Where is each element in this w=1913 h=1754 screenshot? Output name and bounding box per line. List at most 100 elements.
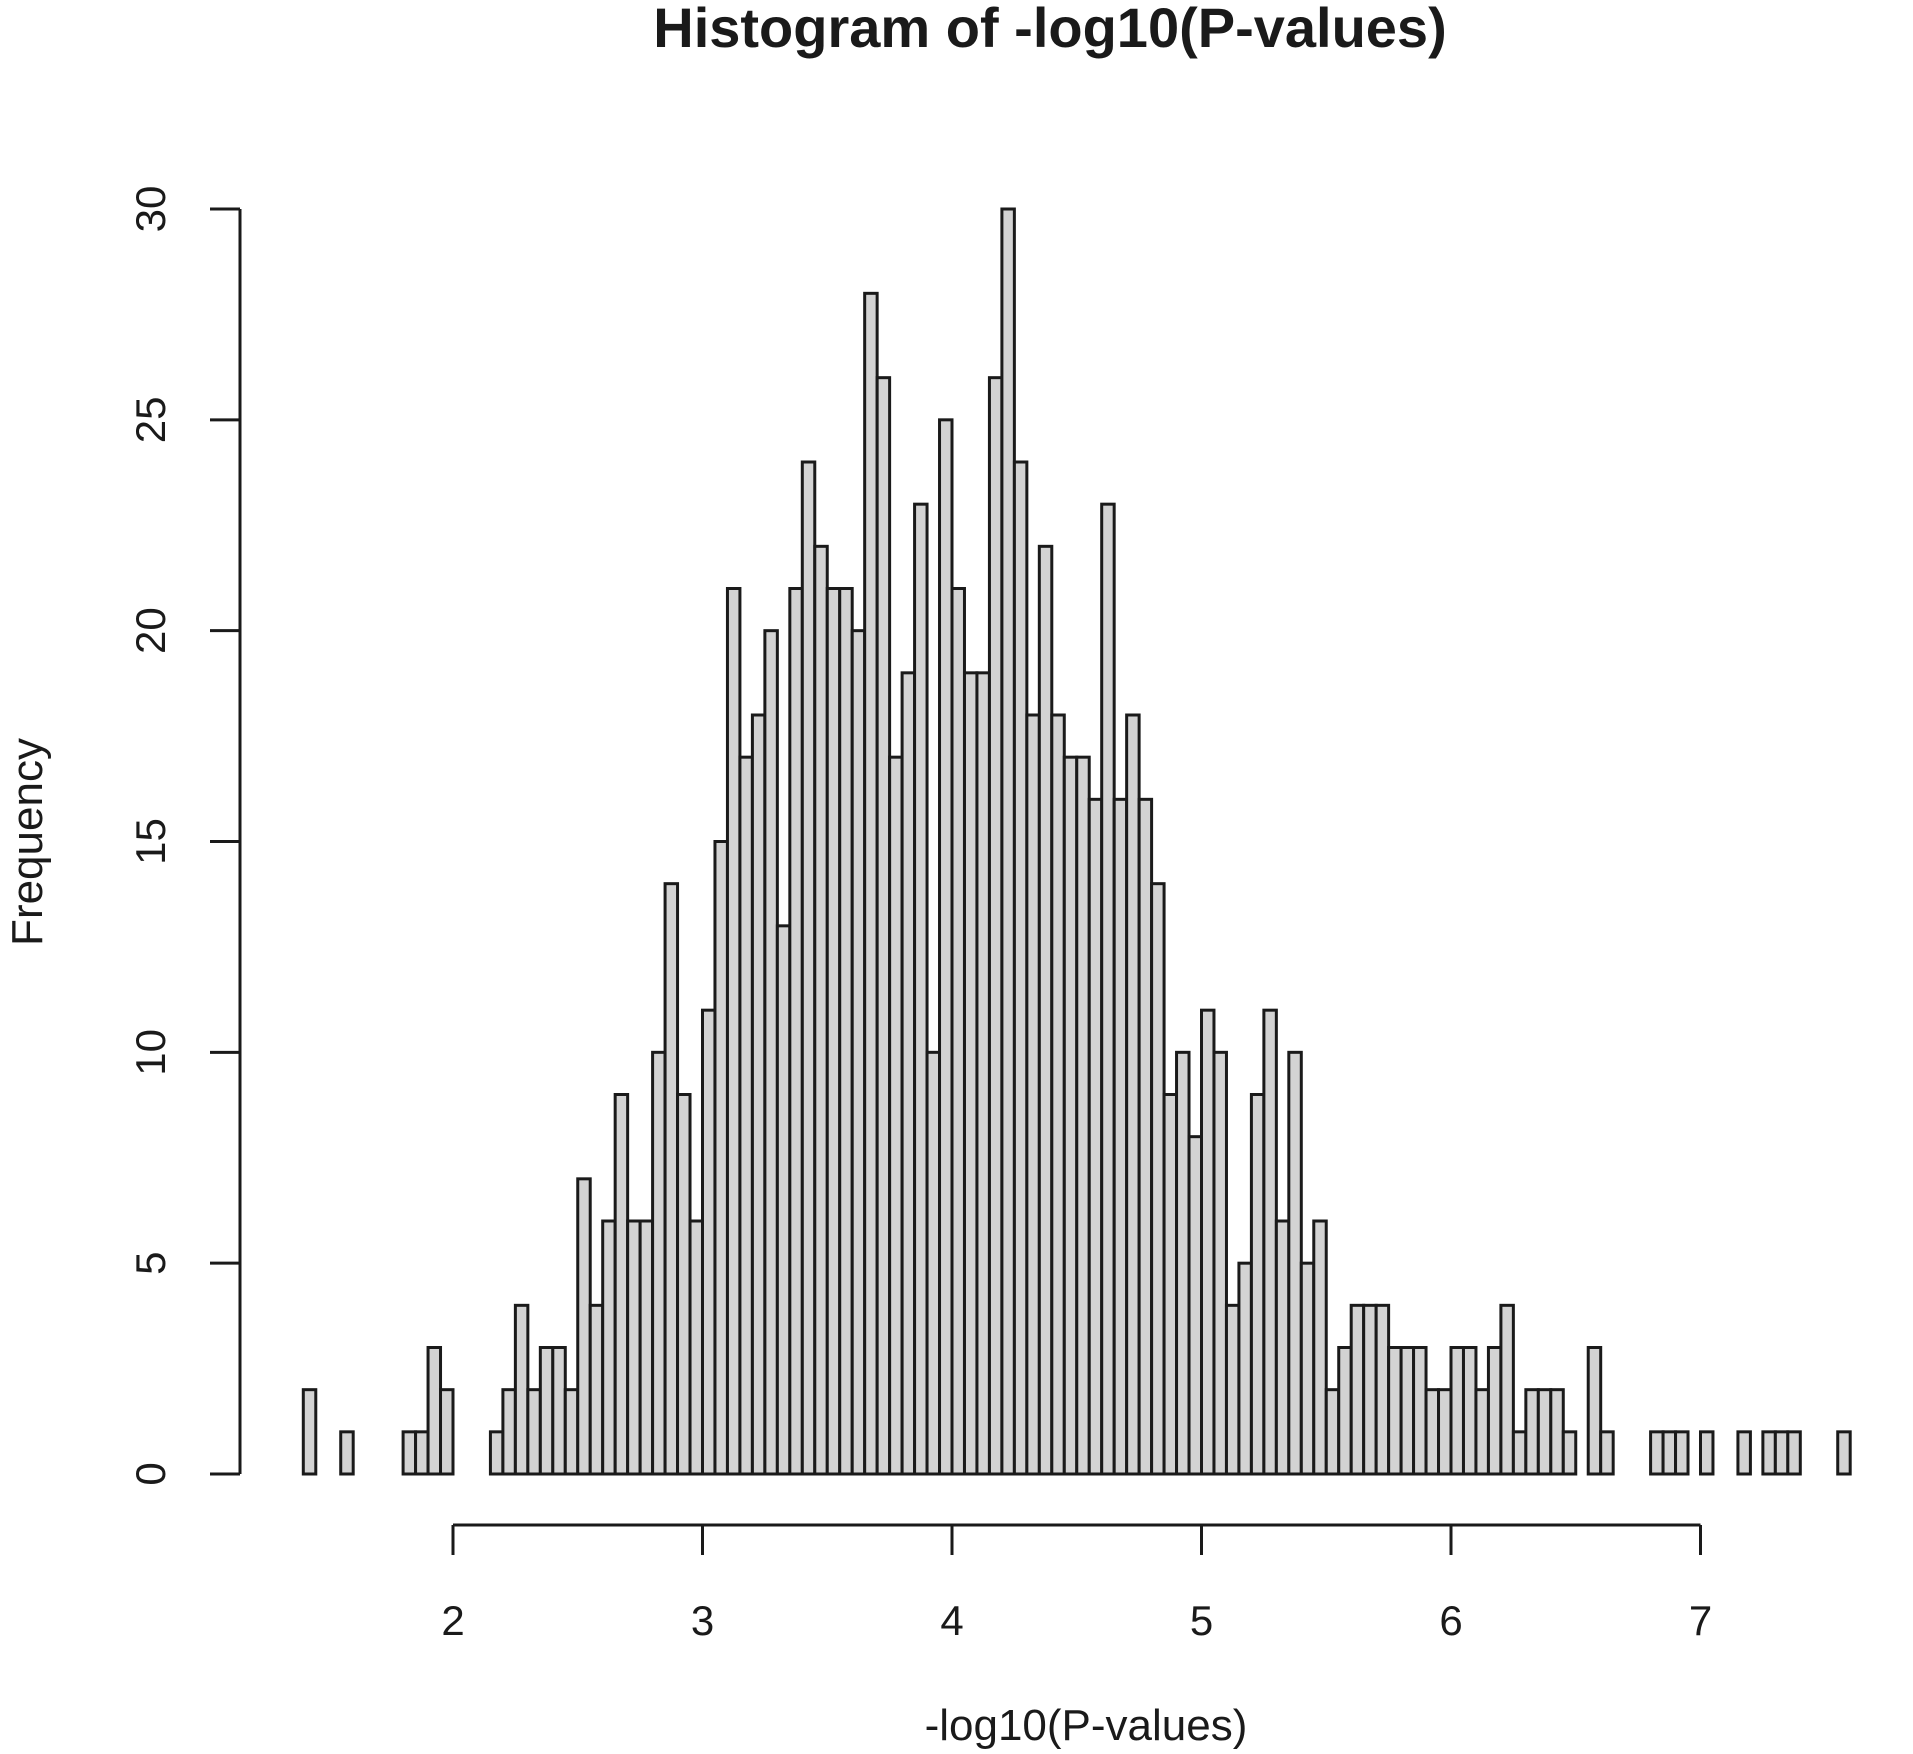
- histogram-bar: [1262, 1008, 1278, 1476]
- histogram-bar: [1699, 1430, 1715, 1476]
- histogram-bar: [938, 418, 954, 1476]
- histogram-bar: [414, 1430, 430, 1476]
- histogram-bar: [1786, 1430, 1802, 1476]
- histogram-bar: [888, 755, 904, 1476]
- x-tick-label: 7: [1689, 1597, 1712, 1644]
- histogram-bar: [401, 1430, 418, 1476]
- histogram-bar: [488, 1430, 505, 1476]
- histogram-bar: [663, 882, 680, 1476]
- histogram-bar: [439, 1388, 455, 1476]
- x-tick-label: 3: [691, 1597, 714, 1644]
- histogram-bar: [1337, 1346, 1353, 1476]
- histogram-bar: [601, 1219, 617, 1476]
- histogram-bar: [1037, 544, 1054, 1476]
- histogram-bar: [1511, 1430, 1528, 1476]
- histogram-bar: [1599, 1430, 1615, 1476]
- histogram-bar: [626, 1219, 642, 1476]
- histogram-bar: [925, 1050, 942, 1476]
- histogram-bar: [551, 1346, 567, 1476]
- y-tick-label: 20: [127, 607, 174, 654]
- histogram-bar: [1012, 460, 1029, 1476]
- histogram-bar: [513, 1303, 530, 1476]
- histogram-bar: [1162, 1093, 1179, 1476]
- chart-title: Histogram of -log10(P-values): [653, 0, 1446, 59]
- histogram-bar: [613, 1093, 630, 1476]
- histogram-bar: [1499, 1303, 1515, 1476]
- histogram-bar: [1461, 1346, 1478, 1476]
- histogram-bar: [526, 1388, 542, 1476]
- histogram-bar: [838, 587, 854, 1476]
- histogram-bar: [1249, 1093, 1266, 1476]
- histogram-bar: [1212, 1050, 1228, 1476]
- histogram-bars: [301, 207, 1852, 1476]
- histogram-bar: [1761, 1430, 1777, 1476]
- histogram-bar: [1287, 1050, 1303, 1476]
- histogram-bar: [1349, 1303, 1366, 1476]
- histogram-bar: [913, 502, 929, 1476]
- histogram-bar: [950, 587, 966, 1476]
- histogram-bar: [788, 587, 804, 1476]
- histogram-bar: [1299, 1261, 1316, 1476]
- histogram-bar: [875, 376, 892, 1476]
- histogram-bar: [813, 544, 829, 1476]
- histogram-bar: [576, 1177, 592, 1476]
- histogram-bar: [1087, 797, 1104, 1476]
- histogram-bar: [750, 713, 767, 1476]
- histogram-bar: [301, 1388, 318, 1476]
- histogram-bar: [1374, 1303, 1391, 1476]
- histogram-bar: [775, 924, 792, 1476]
- x-tick-label: 6: [1439, 1597, 1462, 1644]
- histogram-bar: [1412, 1346, 1428, 1476]
- histogram-bar: [1274, 1219, 1291, 1476]
- histogram-bar: [1324, 1388, 1341, 1476]
- histogram-bar: [1050, 713, 1066, 1476]
- histogram-bar: [1486, 1346, 1503, 1476]
- histogram-bar: [1524, 1388, 1540, 1476]
- histogram-bar: [863, 291, 879, 1476]
- histogram-bar: [1237, 1261, 1253, 1476]
- histogram-bar: [563, 1388, 580, 1476]
- histogram-bar: [763, 629, 779, 1476]
- histogram-bar: [1137, 797, 1154, 1476]
- histogram-bar: [1224, 1303, 1241, 1476]
- histogram-bar: [1773, 1430, 1790, 1476]
- histogram-bar: [676, 1093, 692, 1476]
- histogram-bar: [713, 840, 729, 1476]
- histogram-bar: [738, 755, 754, 1476]
- histogram-bar: [1312, 1219, 1328, 1476]
- histogram-bar: [850, 629, 867, 1476]
- histogram-bar: [1112, 797, 1129, 1476]
- histogram-bar: [1674, 1430, 1690, 1476]
- histogram-bar: [1649, 1430, 1665, 1476]
- histogram-bar: [1474, 1388, 1490, 1476]
- histogram-bar: [1175, 1050, 1191, 1476]
- histogram-bar: [962, 671, 979, 1476]
- histogram-bar: [1449, 1346, 1465, 1476]
- histogram-bar: [1586, 1346, 1603, 1476]
- histogram-bar: [975, 671, 991, 1476]
- histogram-bar: [688, 1219, 705, 1476]
- histogram-bar: [1125, 713, 1141, 1476]
- histogram-bar: [1362, 1303, 1378, 1476]
- histogram-bar: [825, 587, 842, 1476]
- y-tick-label: 5: [127, 1251, 174, 1274]
- histogram-bar: [638, 1219, 655, 1476]
- y-tick-label: 0: [127, 1462, 174, 1485]
- histogram-bar: [1399, 1346, 1416, 1476]
- histogram-bar: [1062, 755, 1079, 1476]
- histogram-bar: [900, 671, 917, 1476]
- x-tick-label: 2: [441, 1597, 464, 1644]
- histogram-bar: [426, 1346, 443, 1476]
- histogram-bar: [1200, 1008, 1216, 1476]
- histogram-bar: [1661, 1430, 1678, 1476]
- histogram-bar: [1387, 1346, 1403, 1476]
- histogram-bar: [725, 587, 742, 1476]
- histogram-bar: [1000, 207, 1016, 1476]
- x-tick-label: 5: [1190, 1597, 1213, 1644]
- histogram-bar: [1187, 1135, 1204, 1476]
- histogram-bar: [1100, 502, 1116, 1476]
- histogram-bar: [538, 1346, 555, 1476]
- histogram-bar: [339, 1430, 355, 1476]
- histogram-bar: [800, 460, 817, 1476]
